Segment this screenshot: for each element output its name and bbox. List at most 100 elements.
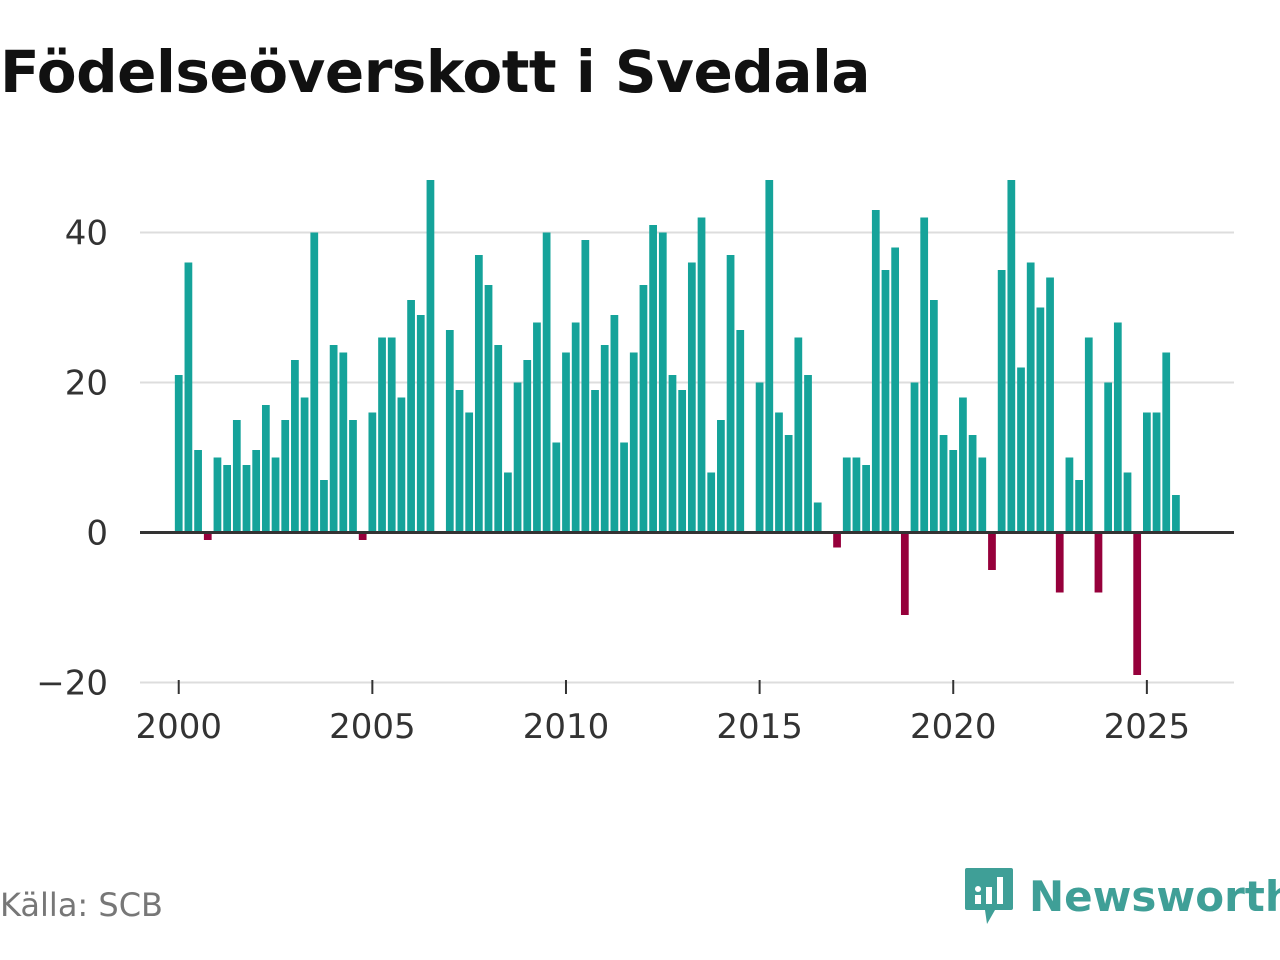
bar <box>1113 322 1122 533</box>
bar <box>349 420 357 533</box>
bar <box>978 457 987 533</box>
bar <box>687 262 696 533</box>
bar <box>1065 457 1074 533</box>
bar <box>1152 412 1161 533</box>
bar <box>610 315 619 533</box>
bar <box>920 217 929 533</box>
bar <box>310 232 319 533</box>
bar <box>174 375 183 533</box>
bar <box>697 217 706 533</box>
bar <box>213 457 222 533</box>
bar <box>1133 532 1142 675</box>
bar <box>1055 532 1064 593</box>
bar <box>930 300 938 533</box>
bar <box>300 397 309 533</box>
x-tick-label: 2015 <box>716 707 803 747</box>
bar <box>329 345 338 533</box>
bar <box>775 412 783 533</box>
bar <box>813 502 822 533</box>
bar <box>562 352 570 533</box>
bars <box>174 180 1180 675</box>
bar <box>232 420 241 533</box>
bar <box>871 210 880 533</box>
bar <box>552 442 561 533</box>
bar <box>939 435 948 533</box>
bar <box>571 322 580 533</box>
bar <box>707 472 716 533</box>
bar <box>784 435 793 533</box>
bar <box>387 337 396 533</box>
bar <box>988 532 996 570</box>
bar <box>678 390 687 533</box>
bar <box>1162 352 1171 533</box>
x-tick-label: 2010 <box>523 707 610 747</box>
bar <box>1172 495 1180 533</box>
bar <box>523 360 532 533</box>
bar <box>484 285 493 533</box>
bar <box>891 247 900 533</box>
bar <box>852 457 861 533</box>
bar <box>755 382 764 533</box>
bar <box>533 322 541 533</box>
bar <box>591 390 599 533</box>
bar <box>900 532 909 615</box>
bar <box>474 255 483 533</box>
bar <box>629 352 638 533</box>
bar <box>959 397 967 533</box>
bar <box>445 330 454 533</box>
bar <box>862 465 870 533</box>
bar <box>416 315 425 533</box>
bar <box>658 232 667 533</box>
bar <box>1046 277 1054 533</box>
y-tick-label: 0 <box>86 514 108 554</box>
bar <box>968 435 977 533</box>
y-tick-label: 20 <box>65 364 108 404</box>
bar <box>1075 480 1083 533</box>
bar <box>184 262 193 533</box>
bar <box>513 382 522 533</box>
bar <box>271 457 280 533</box>
bar <box>455 390 464 533</box>
bar <box>194 450 202 533</box>
bar <box>1142 412 1151 533</box>
bar <box>378 337 386 533</box>
bar <box>639 285 648 533</box>
bar <box>252 450 261 533</box>
bar <box>1084 337 1093 533</box>
bar <box>726 255 735 533</box>
bar <box>765 180 774 533</box>
bar <box>804 375 812 533</box>
bar <box>465 412 474 533</box>
bar <box>1017 367 1025 533</box>
bar <box>842 457 851 533</box>
bar <box>600 345 609 533</box>
bar <box>339 352 348 533</box>
y-tick-label: 40 <box>65 214 108 254</box>
bar <box>581 240 590 533</box>
bar <box>203 532 212 540</box>
brand-name: Newsworthy <box>1029 871 1280 921</box>
bar <box>736 330 745 533</box>
bar <box>397 397 406 533</box>
bar <box>320 480 328 533</box>
bar <box>1007 180 1016 533</box>
y-axis-labels: −20 0 20 40 <box>36 214 108 704</box>
bar <box>1104 382 1113 533</box>
newsworthy-logo-icon <box>965 868 1013 924</box>
bar <box>494 345 503 533</box>
bar <box>407 300 415 533</box>
bar <box>1026 262 1035 533</box>
bar <box>281 420 290 533</box>
x-tick-label: 2020 <box>910 707 997 747</box>
bar <box>358 532 367 540</box>
bar <box>668 375 677 533</box>
bar <box>794 337 803 533</box>
brand-logo: Newsworthy <box>963 864 1280 928</box>
bar <box>1036 307 1045 533</box>
x-tick-label: 2000 <box>135 707 222 747</box>
bar <box>717 420 725 533</box>
x-tick-label: 2025 <box>1104 707 1191 747</box>
bar <box>649 225 657 533</box>
bar <box>620 442 628 533</box>
